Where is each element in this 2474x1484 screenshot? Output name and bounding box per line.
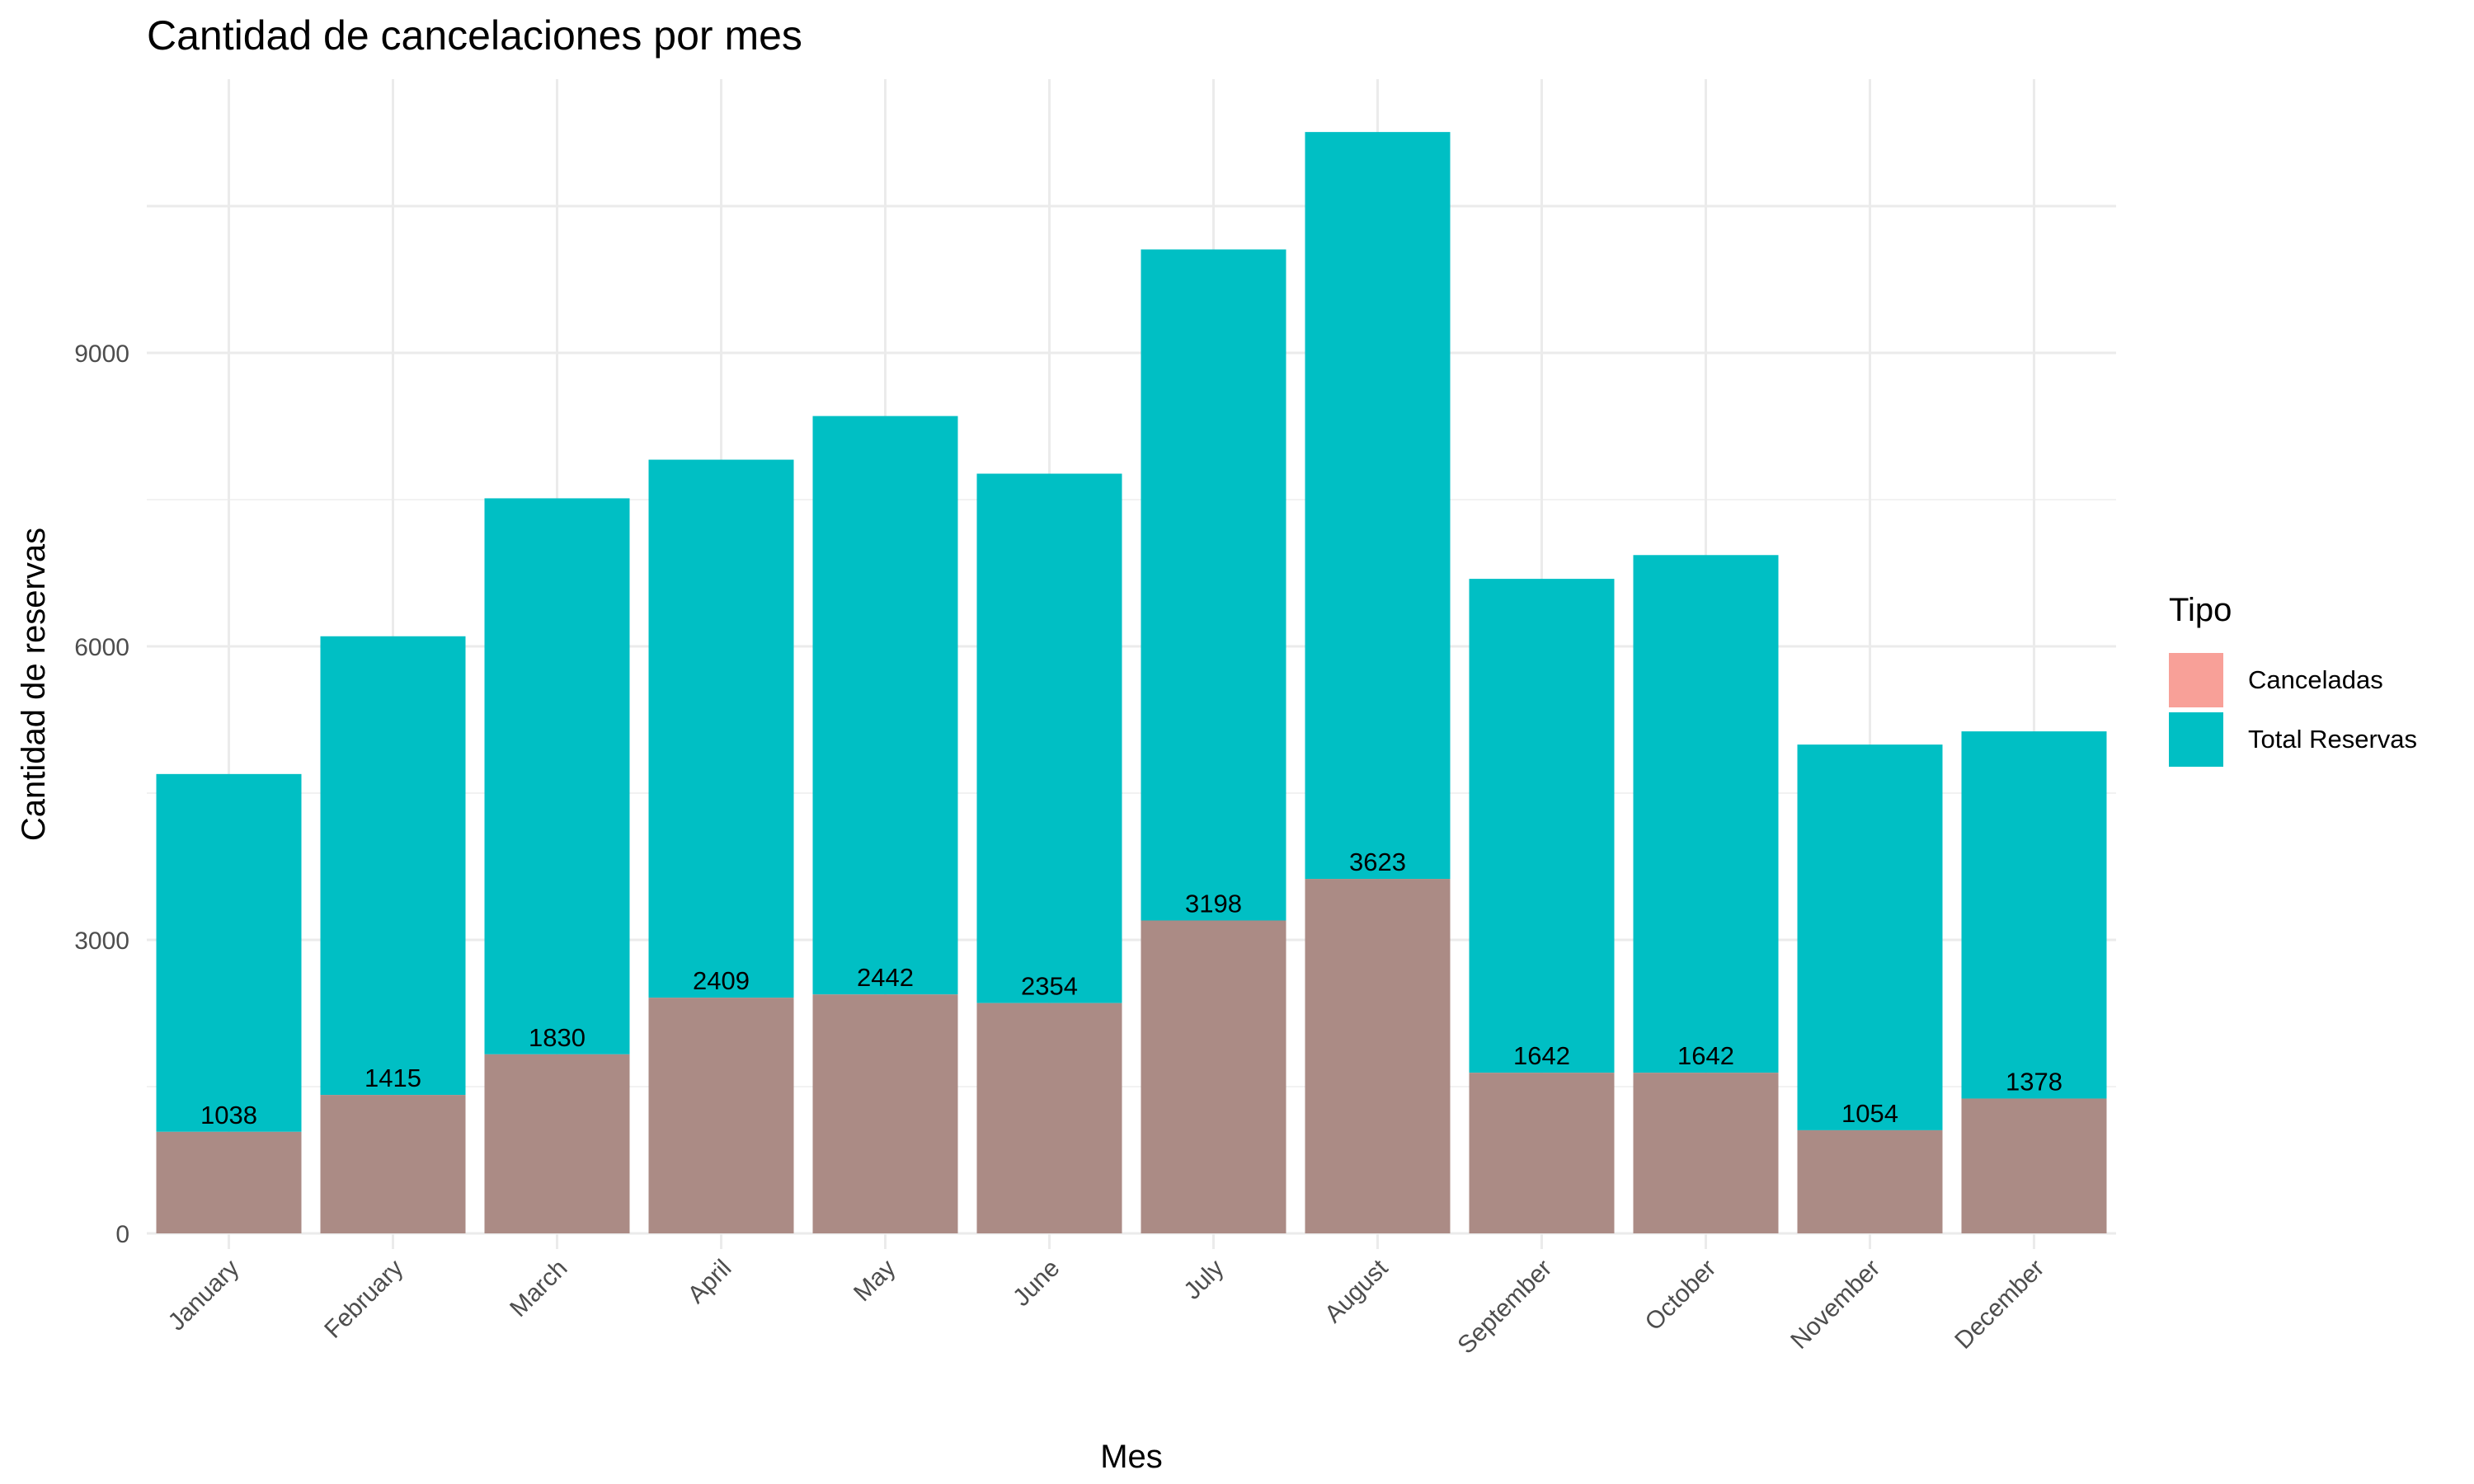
bar-canceladas-september [1469, 1073, 1615, 1233]
data-label-january: 1038 [200, 1101, 257, 1129]
data-label-march: 1830 [529, 1023, 586, 1052]
data-label-october: 1642 [1677, 1041, 1734, 1070]
legend-item-canceladas: Canceladas [2169, 650, 2417, 710]
data-label-august: 3623 [1349, 848, 1406, 876]
x-tick-label-january: January [163, 1255, 245, 1336]
bar-canceladas-february [320, 1095, 466, 1233]
data-label-december: 1378 [2006, 1067, 2062, 1096]
bar-total-reservas-april [648, 459, 794, 998]
legend-label-canceladas: Canceladas [2248, 665, 2383, 694]
data-label-september: 1642 [1513, 1041, 1570, 1070]
bar-total-reservas-june [976, 473, 1122, 1003]
bar-canceladas-august [1305, 879, 1451, 1233]
data-label-april: 2409 [693, 966, 750, 995]
x-tick-label-december: December [1950, 1255, 2049, 1355]
bar-total-reservas-october [1633, 555, 1779, 1073]
y-tick-label: 3000 [74, 928, 129, 955]
legend-swatch-canceladas [2169, 653, 2223, 707]
x-tick-label-march: March [505, 1255, 572, 1322]
bar-canceladas-november [1797, 1129, 1943, 1233]
bar-total-reservas-january [156, 773, 302, 1132]
x-tick-label-october: October [1640, 1255, 1722, 1336]
x-tick-label-june: June [1008, 1255, 1065, 1312]
x-tick-label-august: August [1319, 1254, 1394, 1328]
bar-total-reservas-november [1797, 744, 1943, 1130]
bar-canceladas-july [1141, 920, 1286, 1233]
x-axis-title: Mes [1100, 1439, 1163, 1475]
bar-canceladas-june [976, 1003, 1122, 1233]
bar-total-reservas-july [1141, 249, 1286, 921]
bar-canceladas-december [1961, 1098, 2107, 1233]
data-label-may: 2442 [857, 963, 914, 992]
data-label-july: 3198 [1185, 889, 1242, 918]
x-tick-label-july: July [1178, 1255, 1229, 1305]
y-tick-label: 9000 [74, 340, 129, 368]
bar-canceladas-april [648, 998, 794, 1233]
y-tick-labels: 0 3000 6000 9000 [74, 340, 129, 1248]
bar-canceladas-march [484, 1054, 630, 1233]
data-label-june: 2354 [1021, 972, 1078, 1001]
legend-label-total-reservas: Total Reservas [2248, 725, 2418, 754]
bar-total-reservas-february [320, 636, 466, 1096]
x-tick-label-september: September [1452, 1255, 1557, 1360]
bar-canceladas-october [1633, 1073, 1779, 1233]
bars [156, 132, 2107, 1233]
bar-total-reservas-september [1469, 579, 1615, 1073]
y-tick-label: 6000 [74, 634, 129, 661]
legend-title: Tipo [2169, 592, 2232, 628]
data-labels: 1038 1415 1830 2409 2442 2354 3198 3623 1642 1642… [200, 848, 2062, 1129]
bar-total-reservas-august [1305, 132, 1451, 880]
legend: Tipo Canceladas Total Reservas [2169, 592, 2417, 769]
bar-canceladas-january [156, 1131, 302, 1233]
x-tick-label-may: May [849, 1255, 901, 1307]
legend-swatch-total-reservas [2169, 712, 2223, 767]
x-tick-label-november: November [1785, 1255, 1885, 1355]
x-tick-labels: January February March April May June July Augu… [163, 1254, 2050, 1360]
x-tick-label-february: February [319, 1255, 408, 1344]
bar-total-reservas-may [812, 416, 958, 995]
y-tick-label: 0 [115, 1221, 129, 1248]
chart-title: Cantidad de cancelaciones por mes [147, 12, 802, 59]
data-label-february: 1415 [365, 1064, 421, 1092]
y-axis-title: Cantidad de reservas [16, 528, 52, 841]
data-label-november: 1054 [1841, 1099, 1898, 1128]
bar-canceladas-may [812, 994, 958, 1233]
bar-total-reservas-march [484, 498, 630, 1054]
x-tick-label-april: April [683, 1255, 737, 1309]
legend-item-total-reservas: Total Reservas [2169, 710, 2417, 769]
bar-total-reservas-december [1961, 731, 2107, 1099]
